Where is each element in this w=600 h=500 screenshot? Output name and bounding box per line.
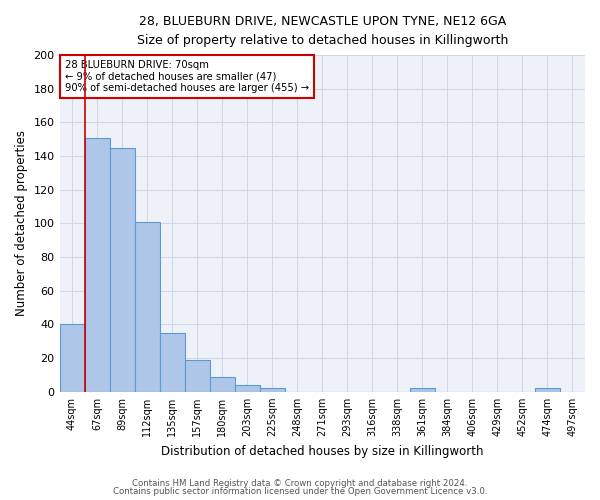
- X-axis label: Distribution of detached houses by size in Killingworth: Distribution of detached houses by size …: [161, 444, 484, 458]
- Bar: [134, 222, 160, 392]
- Bar: [110, 148, 134, 392]
- Text: Contains HM Land Registry data © Crown copyright and database right 2024.: Contains HM Land Registry data © Crown c…: [132, 478, 468, 488]
- Bar: [535, 388, 560, 392]
- Bar: [59, 324, 85, 392]
- Bar: [160, 333, 185, 392]
- Bar: [410, 388, 435, 392]
- Text: Contains public sector information licensed under the Open Government Licence v3: Contains public sector information licen…: [113, 487, 487, 496]
- Bar: [260, 388, 285, 392]
- Bar: [85, 138, 110, 392]
- Bar: [209, 376, 235, 392]
- Bar: [185, 360, 209, 392]
- Y-axis label: Number of detached properties: Number of detached properties: [15, 130, 28, 316]
- Text: 28 BLUEBURN DRIVE: 70sqm
← 9% of detached houses are smaller (47)
90% of semi-de: 28 BLUEBURN DRIVE: 70sqm ← 9% of detache…: [65, 60, 309, 94]
- Title: 28, BLUEBURN DRIVE, NEWCASTLE UPON TYNE, NE12 6GA
Size of property relative to d: 28, BLUEBURN DRIVE, NEWCASTLE UPON TYNE,…: [137, 15, 508, 47]
- Bar: [235, 385, 260, 392]
